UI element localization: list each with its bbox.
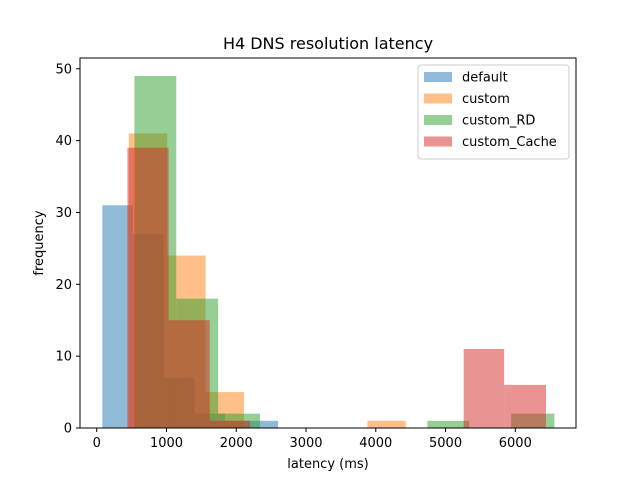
x-tick-label: 0 xyxy=(93,436,101,451)
legend-label-custom-rd: custom_RD xyxy=(462,114,535,129)
bar-custom-cache-4 xyxy=(504,384,547,428)
bar-custom-cache-3 xyxy=(463,348,505,428)
x-axis-ticks: 0 1000 2000 3000 4000 5000 6000 xyxy=(93,428,532,451)
bar-default-5 xyxy=(255,420,279,428)
y-axis-ticks: 0 10 20 30 40 50 xyxy=(55,62,80,437)
x-tick-label: 1000 xyxy=(150,436,183,451)
y-tick-label: 0 xyxy=(64,422,72,437)
y-tick-label: 10 xyxy=(55,350,72,365)
y-tick-label: 20 xyxy=(55,278,72,293)
bar-custom-cache-0 xyxy=(127,147,169,428)
y-tick-label: 40 xyxy=(55,134,72,149)
legend-box xyxy=(417,64,570,160)
legend-swatch-default xyxy=(424,72,452,82)
legend-label-custom-cache: custom_Cache xyxy=(462,135,557,150)
y-tick-label: 30 xyxy=(55,206,72,221)
legend-label-custom: custom xyxy=(462,92,510,107)
bar-custom-cache-1 xyxy=(168,320,210,428)
x-axis-label: latency (ms) xyxy=(287,457,368,472)
bar-custom-rd-3 xyxy=(427,420,470,428)
x-tick-label: 4000 xyxy=(359,436,392,451)
x-tick-label: 6000 xyxy=(499,436,532,451)
legend-swatch-custom-cache xyxy=(424,136,452,147)
legend-swatch-custom-rd xyxy=(424,115,452,125)
x-tick-label: 5000 xyxy=(429,436,462,451)
y-tick-label: 50 xyxy=(55,62,72,77)
x-tick-label: 3000 xyxy=(289,436,322,451)
legend: default custom custom_RD custom_Cache xyxy=(417,64,570,160)
plot-frame xyxy=(79,57,577,429)
legend-label-default: default xyxy=(462,71,508,86)
bars-layer xyxy=(102,75,555,428)
x-tick-label: 2000 xyxy=(220,436,253,451)
legend-swatch-custom xyxy=(424,93,452,104)
chart-title: H4 DNS resolution latency xyxy=(223,34,433,53)
bar-custom-cache-2 xyxy=(209,420,251,428)
y-axis-label: frequency xyxy=(32,210,47,276)
bar-custom-4 xyxy=(367,420,406,428)
